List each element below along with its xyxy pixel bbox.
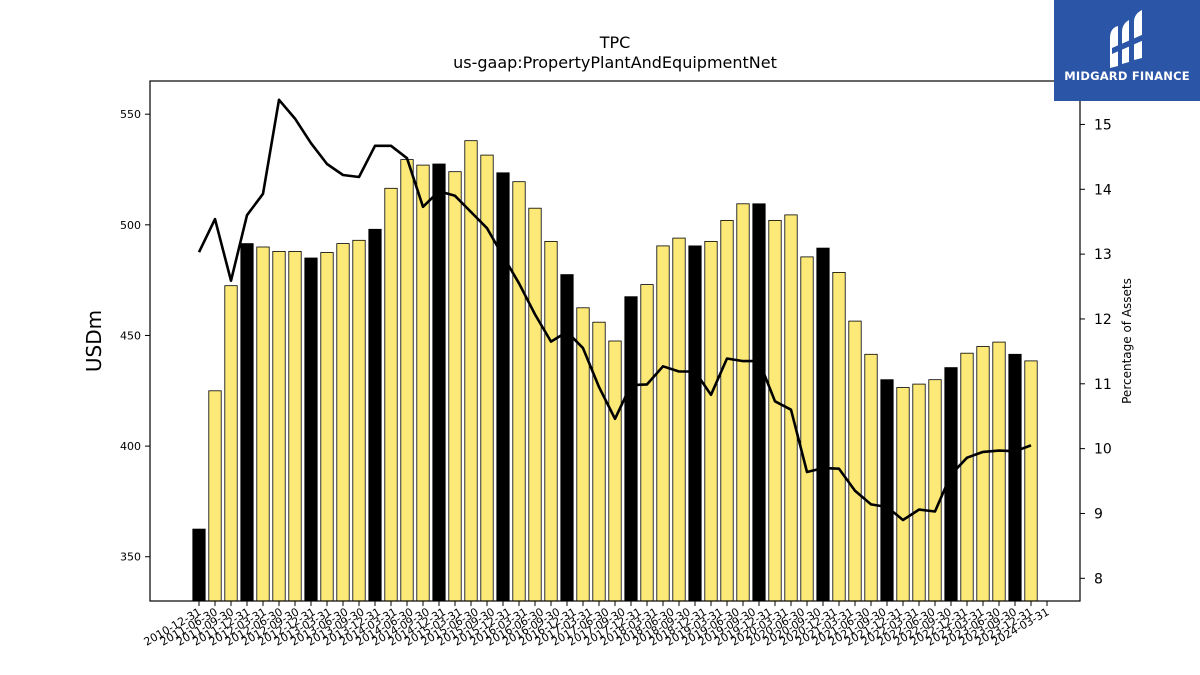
bar (448, 171, 462, 602)
bar (416, 164, 430, 602)
bar (272, 250, 286, 602)
bar (544, 240, 558, 602)
y-tick-label: 400 (120, 440, 141, 453)
bar (192, 528, 206, 602)
bar (800, 256, 814, 602)
bar (464, 140, 478, 602)
bar (656, 245, 670, 602)
bar (368, 228, 382, 602)
bar (880, 379, 894, 602)
bar (320, 252, 334, 602)
bar (720, 219, 734, 602)
bar (704, 240, 718, 602)
bar (672, 237, 686, 602)
bar (976, 346, 990, 602)
bar (256, 246, 270, 602)
line-layer (197, 98, 1032, 522)
bar (208, 390, 222, 602)
chart-subtitle: us-gaap:PropertyPlantAndEquipmentNet (453, 53, 777, 72)
bar (640, 284, 654, 602)
bar (592, 321, 606, 602)
bar (352, 239, 366, 602)
y2-tick-label: 15 (1094, 117, 1112, 133)
bar (688, 245, 702, 602)
bar (512, 181, 526, 602)
bar (864, 353, 878, 602)
bar (560, 274, 574, 602)
y-tick-label: 350 (120, 551, 141, 564)
bar (752, 203, 766, 602)
y-tick-label: 500 (120, 219, 141, 232)
bar (608, 340, 622, 602)
y-axis-label: USDm (82, 310, 106, 372)
logo-text: MIDGARD FINANCE (1064, 69, 1190, 83)
brand-logo: MIDGARD FINANCE (1054, 0, 1200, 101)
bar (336, 243, 350, 602)
bar (496, 172, 510, 602)
y2-axis-label: Percentage of Assets (1120, 278, 1134, 404)
y2-tick-label: 8 (1094, 571, 1103, 587)
bar (912, 383, 926, 602)
chart-title: TPC (599, 33, 631, 52)
percentage-line (197, 98, 1032, 522)
y2-tick-label: 14 (1094, 182, 1112, 198)
bar (624, 296, 638, 602)
bars-layer (192, 140, 1038, 602)
y2-tick-label: 13 (1094, 247, 1112, 263)
bar (1024, 360, 1038, 602)
bar (400, 159, 414, 602)
y2-tick-label: 12 (1094, 312, 1112, 328)
y-tick-label: 550 (120, 108, 141, 121)
bar (304, 257, 318, 602)
bar (240, 243, 254, 602)
bar (768, 219, 782, 602)
y2-tick-label: 9 (1094, 506, 1103, 522)
bar (576, 307, 590, 602)
bar (1008, 353, 1022, 602)
bar (992, 341, 1006, 602)
bar (224, 285, 238, 602)
bar (816, 247, 830, 602)
y-tick-label: 450 (120, 329, 141, 342)
bar (288, 250, 302, 602)
bar (432, 163, 446, 602)
bar (736, 203, 750, 602)
y2-tick-label: 10 (1094, 442, 1112, 458)
bar (832, 271, 846, 602)
bar (896, 387, 910, 602)
bar (528, 207, 542, 602)
y2-tick-label: 11 (1094, 377, 1112, 393)
bar (848, 320, 862, 602)
bar (384, 187, 398, 602)
midgard-logo-icon (1110, 10, 1144, 68)
bar (928, 379, 942, 602)
bar (960, 352, 974, 602)
